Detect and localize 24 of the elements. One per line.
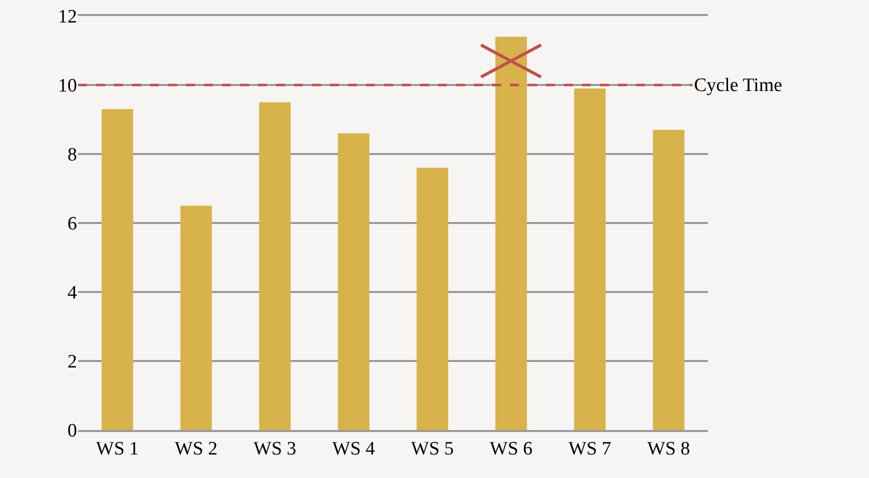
bar [259, 102, 291, 430]
x-tick-label: WS 5 [411, 438, 454, 460]
x-tick-label: WS 8 [647, 438, 690, 460]
bar [495, 36, 527, 430]
bar [652, 130, 684, 430]
ref-line-label: Cycle Time [694, 75, 782, 96]
x-tick-label: WS 1 [96, 438, 139, 460]
bar [102, 109, 134, 430]
y-tick-label: 4 [68, 282, 78, 304]
bar [416, 168, 448, 430]
y-tick-label: 10 [58, 76, 77, 97]
y-tick-label: 0 [68, 420, 77, 442]
y-tick-label: 12 [58, 6, 77, 28]
y-tick-label: 6 [68, 214, 77, 235]
x-tick-label: WS 7 [568, 438, 612, 460]
x-tick-label: WS 2 [174, 438, 218, 460]
bar [574, 88, 606, 430]
y-tick-label: 8 [68, 144, 77, 166]
y-tick-label: 2 [68, 352, 77, 373]
bar [180, 206, 212, 430]
x-tick-label: WS 3 [254, 438, 296, 460]
x-tick-label: WS 4 [332, 438, 376, 460]
bar [338, 133, 370, 430]
x-tick-label: WS 6 [490, 438, 533, 460]
